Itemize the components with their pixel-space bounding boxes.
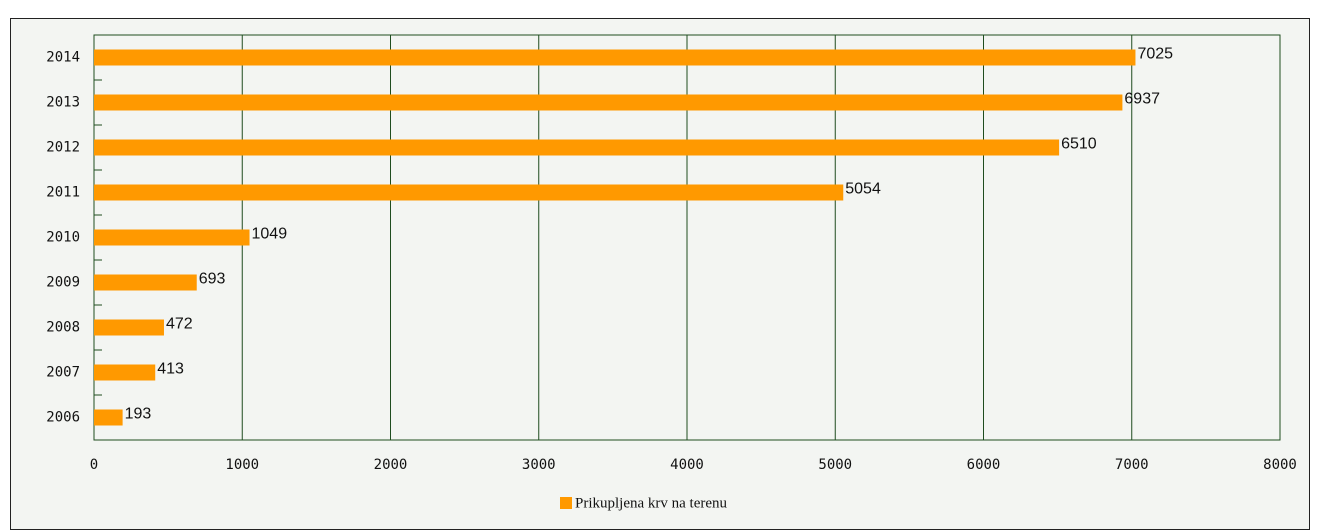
value-label: 413	[157, 361, 184, 378]
y-tick-label: 2011	[46, 185, 80, 201]
x-tick-label: 5000	[818, 457, 852, 473]
value-label: 693	[199, 271, 226, 288]
value-label: 5054	[845, 181, 881, 198]
x-tick-label: 8000	[1263, 457, 1297, 473]
x-tick-label: 7000	[1115, 457, 1149, 473]
x-tick-label: 4000	[670, 457, 704, 473]
bar	[94, 184, 844, 201]
y-tick-label: 2007	[46, 365, 80, 381]
bar	[94, 49, 1136, 66]
x-tick-label: 0	[90, 457, 98, 473]
value-label: 1049	[252, 226, 288, 243]
y-tick-label: 2012	[46, 140, 80, 156]
bar	[94, 94, 1123, 111]
y-tick-label: 2010	[46, 230, 80, 246]
x-tick-label: 6000	[967, 457, 1001, 473]
value-label: 6510	[1061, 136, 1097, 153]
legend-swatch	[560, 497, 572, 509]
bar	[94, 319, 164, 336]
x-tick-label: 3000	[522, 457, 556, 473]
bar	[94, 229, 250, 246]
x-tick-label: 1000	[225, 457, 259, 473]
bar	[94, 364, 156, 381]
bar	[94, 139, 1060, 156]
value-label: 193	[125, 406, 152, 423]
y-tick-label: 2009	[46, 275, 80, 291]
x-tick-label: 2000	[374, 457, 408, 473]
bar	[94, 409, 123, 426]
value-label: 7025	[1137, 46, 1173, 63]
value-label: 6937	[1124, 91, 1160, 108]
value-label: 472	[166, 316, 193, 333]
y-tick-label: 2013	[46, 95, 80, 111]
legend-label: Prikupljena krv na terenu	[575, 495, 728, 511]
y-tick-label: 2006	[46, 410, 80, 426]
y-tick-label: 2008	[46, 320, 80, 336]
y-tick-label: 2014	[46, 50, 80, 66]
bar	[94, 274, 197, 291]
